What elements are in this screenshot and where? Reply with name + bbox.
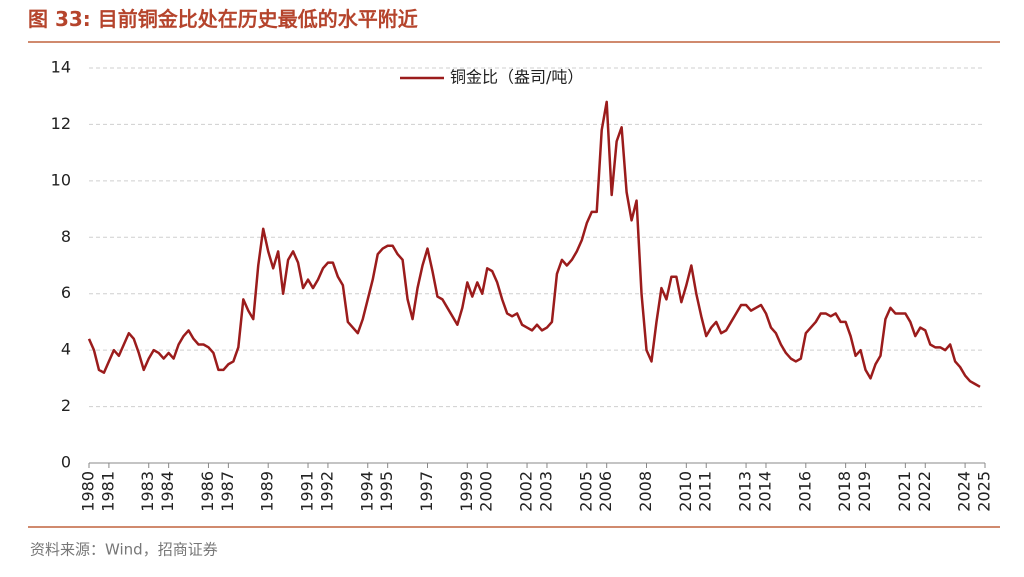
x-tick-label: 1986 xyxy=(198,471,217,512)
chart-title: 图 33: 目前铜金比处在历史最低的水平附近 xyxy=(28,7,418,31)
x-tick-label: 2002 xyxy=(517,471,536,512)
x-tick-label: 2019 xyxy=(855,471,874,512)
x-tick-label: 1980 xyxy=(79,471,98,512)
x-tick-label: 2022 xyxy=(915,471,934,512)
x-tick-label: 2011 xyxy=(696,471,715,512)
x-tick-label: 2018 xyxy=(835,471,854,512)
x-tick-label: 2014 xyxy=(755,471,774,512)
y-tick-label: 4 xyxy=(61,340,71,359)
x-tick-label: 1983 xyxy=(138,471,157,512)
y-tick-label: 2 xyxy=(61,396,71,415)
x-tick-label: 1984 xyxy=(158,471,177,512)
x-tick-label: 2010 xyxy=(676,471,695,512)
x-tick-label: 1987 xyxy=(218,471,237,512)
x-tick-label: 2016 xyxy=(795,471,814,512)
y-tick-label: 10 xyxy=(51,170,71,189)
x-tick-label: 2006 xyxy=(596,471,615,512)
x-tick-label: 2021 xyxy=(895,471,914,512)
x-tick-label: 1997 xyxy=(417,471,436,512)
x-tick-label: 2008 xyxy=(636,471,655,512)
x-tick-label: 1995 xyxy=(377,471,396,512)
source: 资料来源：Wind，招商证券 xyxy=(30,541,218,559)
x-tick-label: 2025 xyxy=(975,471,994,512)
x-tick-label: 2024 xyxy=(955,471,974,512)
legend-label: 铜金比（盎司/吨） xyxy=(450,68,583,87)
x-tick-label: 2005 xyxy=(576,471,595,512)
x-tick-label: 2003 xyxy=(536,471,555,512)
y-tick-label: 8 xyxy=(61,227,71,246)
series-line xyxy=(87,100,981,388)
x-tick-label: 1999 xyxy=(457,471,476,512)
y-tick-label: 6 xyxy=(61,283,71,302)
y-tick-label: 14 xyxy=(51,58,71,77)
x-tick-label: 2000 xyxy=(477,471,496,512)
x-tick-label: 1991 xyxy=(298,471,317,512)
x-tick-label: 1981 xyxy=(98,471,117,512)
x-tick-label: 1994 xyxy=(357,471,376,512)
x-tick-label: 2013 xyxy=(736,471,755,512)
y-tick-label: 12 xyxy=(51,114,71,133)
x-tick-label: 1989 xyxy=(258,471,277,512)
x-tick-label: 1992 xyxy=(317,471,336,512)
y-tick-label: 0 xyxy=(61,453,71,472)
